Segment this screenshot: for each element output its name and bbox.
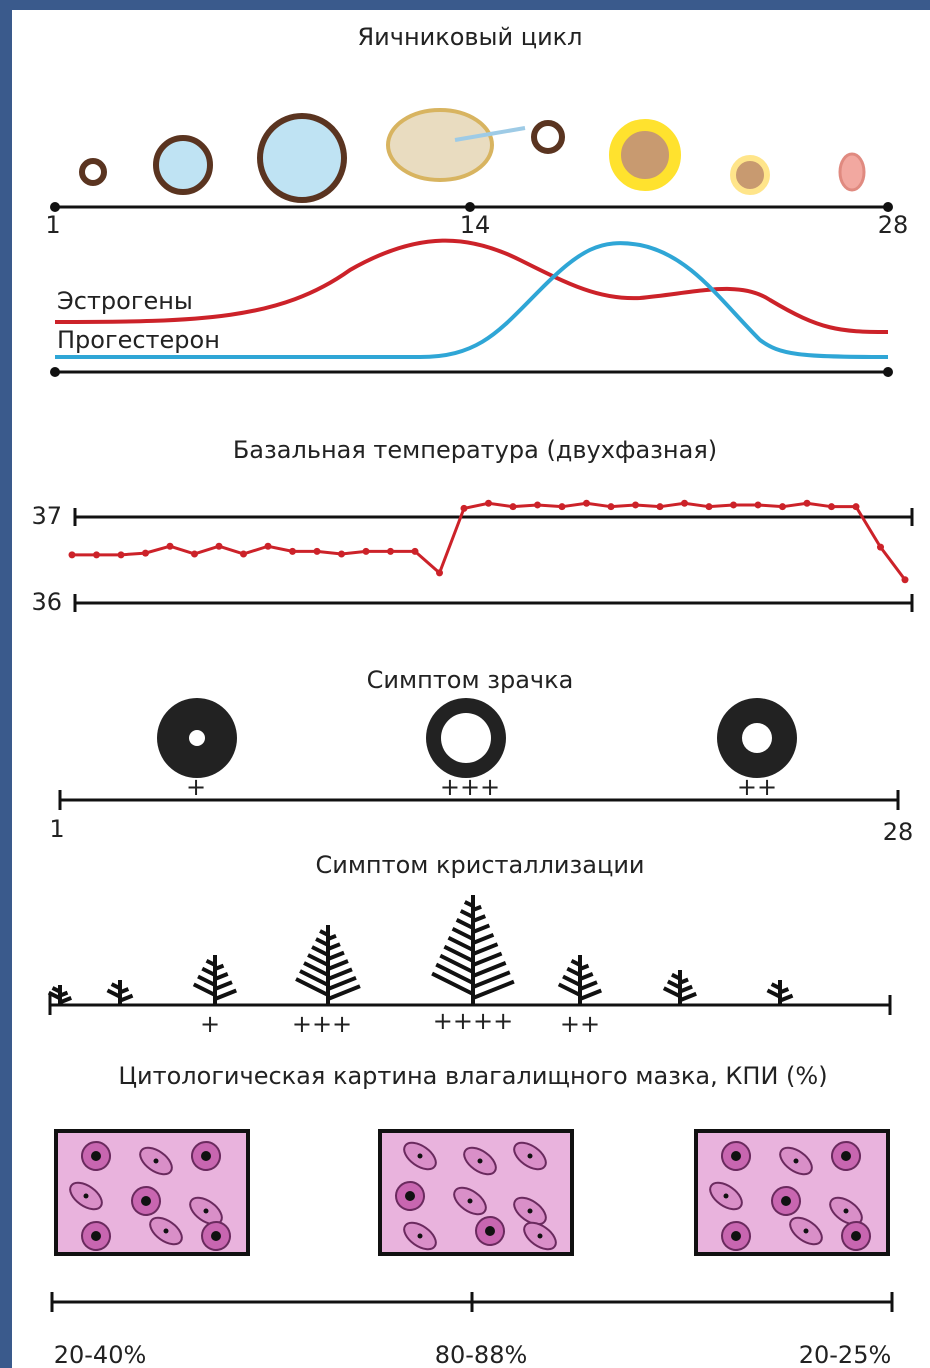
nucleus [211,1231,221,1241]
crystal-label: +++ [292,1010,352,1038]
page: Яичниковый цикл 1 14 28 Эстрогены Прогес… [0,0,930,1368]
legend-label: Эстрогены [57,287,193,315]
kpi-label: 80-88% [435,1341,528,1368]
kpi-label: 20-40% [54,1341,147,1368]
nucleus [141,1196,151,1206]
temperature-point [289,548,296,555]
y-tick-label: 37 [31,502,62,530]
temperature-point [412,548,419,555]
temperature-point [167,543,174,550]
temperature-point [534,501,541,508]
nucleus [844,1209,849,1214]
nucleus [841,1151,851,1161]
temperature-point [559,503,566,510]
temperature-point [828,503,835,510]
nucleus [405,1191,415,1201]
nucleus [91,1231,101,1241]
axis-label: 1 [49,815,64,843]
pupil-label: + [186,773,206,801]
nucleus [724,1194,729,1199]
temperature-point [191,550,198,557]
temperature-point [877,544,884,551]
crystal-label: ++ [560,1010,600,1038]
temperature-point [363,548,370,555]
temperature-point [804,500,811,507]
title: Базальная температура (двухфазная) [233,436,717,464]
temperature-point [583,500,590,507]
legend-label: Прогестерон [57,326,220,354]
temperature-point [338,550,345,557]
nucleus [84,1194,89,1199]
temperature-point [142,550,149,557]
axis-label: 1 [45,211,60,239]
temperature-point [118,551,125,558]
temperature-point [608,503,615,510]
pupil-label: +++ [440,773,500,801]
temperature-point [681,500,688,507]
title: Симптом кристаллизации [315,851,644,879]
temperature-point [461,505,468,512]
temperature-point [755,501,762,508]
temperature-point [69,551,76,558]
nucleus [851,1231,861,1241]
temperature-point [853,503,860,510]
nucleus [485,1226,495,1236]
nucleus [164,1229,169,1234]
nucleus [781,1196,791,1206]
nucleus [204,1209,209,1214]
nucleus [731,1151,741,1161]
temperature-point [510,503,517,510]
temperature-point [485,500,492,507]
temperature-point [657,503,664,510]
title: Яичниковый цикл [357,23,582,51]
nucleus [528,1209,533,1214]
axis-label: 28 [883,818,914,846]
temperature-point [706,503,713,510]
nucleus [468,1199,473,1204]
temperature-point [93,551,100,558]
nucleus [418,1154,423,1159]
title: Цитологическая картина влагалищного мазк… [118,1062,827,1090]
title: Симптом зрачка [367,666,574,694]
pupil-label: ++ [737,773,777,801]
temperature-point [632,501,639,508]
temperature-point [779,503,786,510]
y-tick-label: 36 [31,588,62,616]
temperature-point [902,576,909,583]
temperature-point [216,543,223,550]
temperature-point [314,548,321,555]
nucleus [91,1151,101,1161]
nucleus [418,1234,423,1239]
kpi-label: 20-25% [799,1341,892,1368]
temperature-point [265,543,272,550]
nucleus [478,1159,483,1164]
nucleus [794,1159,799,1164]
crystal-label: ++++ [433,1007,513,1035]
diagram: Яичниковый цикл 1 14 28 Эстрогены Прогес… [0,0,930,1368]
nucleus [731,1231,741,1241]
nucleus [538,1234,543,1239]
nucleus [154,1159,159,1164]
nucleus [528,1154,533,1159]
axis-label: 14 [460,211,491,239]
temperature-point [240,550,247,557]
temperature-point [730,501,737,508]
nucleus [201,1151,211,1161]
crystal-label: + [200,1010,220,1038]
axis-label: 28 [878,211,909,239]
smears [56,1131,888,1255]
nucleus [804,1229,809,1234]
temperature-point [436,569,443,576]
temperature-point [387,548,394,555]
